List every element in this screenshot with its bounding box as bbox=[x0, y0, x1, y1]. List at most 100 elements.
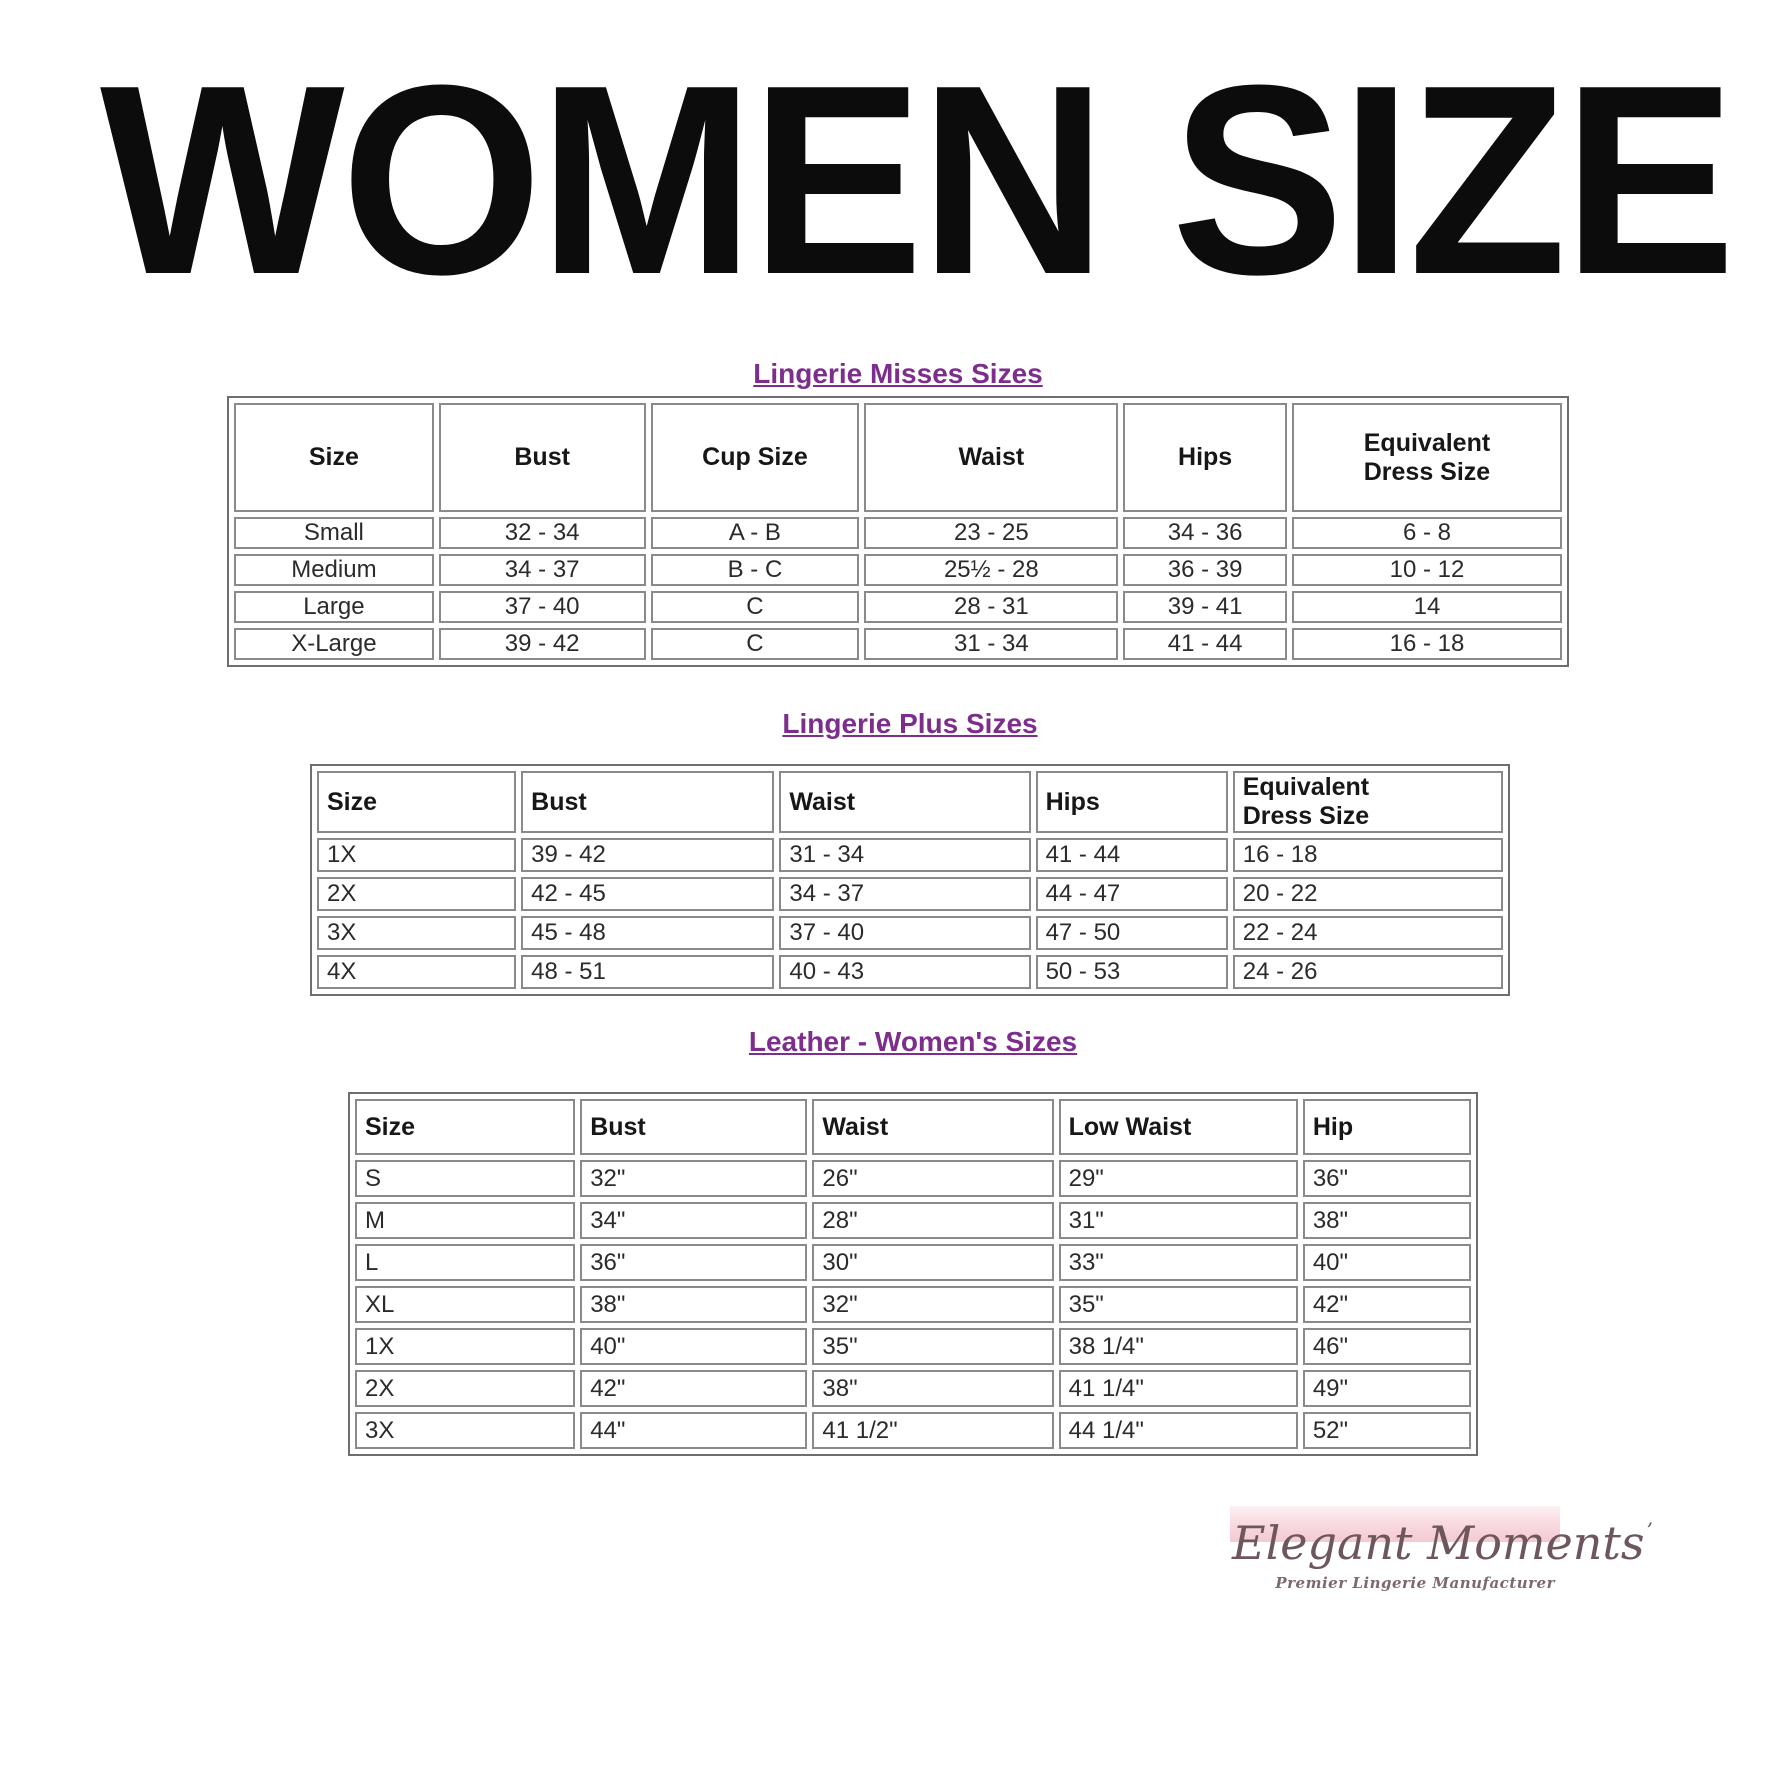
leather-womens-sizes-table: Size Bust Waist Low Waist Hip S 32" 26" 29" 36" M 3… bbox=[348, 1092, 1478, 1456]
column-header: Hips bbox=[1035, 771, 1228, 833]
table-cell: 41 - 44 bbox=[1123, 628, 1287, 660]
table-cell: Medium bbox=[234, 554, 434, 586]
table-cell: XL bbox=[355, 1286, 576, 1323]
logo-pink-banner bbox=[1230, 1506, 1560, 1542]
table-cell: 14 bbox=[1291, 591, 1562, 623]
table-cell: 36 - 39 bbox=[1123, 554, 1287, 586]
table-cell: 34 - 37 bbox=[438, 554, 646, 586]
table-cell: 39 - 41 bbox=[1123, 591, 1287, 623]
table-cell: 38" bbox=[812, 1370, 1054, 1407]
table-row: Small 32 - 34 A - B 23 - 25 34 - 36 6 - 8 bbox=[234, 517, 1562, 549]
column-header-label: Low Waist bbox=[1068, 1112, 1192, 1141]
column-header-label: Equivalent Dress Size bbox=[1363, 428, 1491, 486]
table-cell: 2X bbox=[355, 1370, 576, 1407]
table-cell: 25½ - 28 bbox=[864, 554, 1119, 586]
table-cell: 44" bbox=[580, 1412, 808, 1449]
table-cell: 3X bbox=[355, 1412, 576, 1449]
column-header-label: Bust bbox=[514, 443, 570, 471]
table-cell: 28" bbox=[812, 1202, 1054, 1239]
column-header: Equivalent Dress Size bbox=[1232, 771, 1503, 833]
table-cell: 32" bbox=[580, 1160, 808, 1197]
column-header: Waist bbox=[779, 771, 1031, 833]
table-cell: 38" bbox=[580, 1286, 808, 1323]
table-cell: 40" bbox=[580, 1328, 808, 1365]
table-cell: Large bbox=[234, 591, 434, 623]
table-cell: 16 - 18 bbox=[1291, 628, 1562, 660]
column-header-label: Cup Size bbox=[702, 443, 808, 471]
column-header-label: Bust bbox=[531, 787, 587, 816]
table-cell: 32 - 34 bbox=[438, 517, 646, 549]
table-cell: 30" bbox=[812, 1244, 1054, 1281]
page-title: WOMEN SIZE bbox=[100, 30, 1736, 331]
table-cell: 49" bbox=[1302, 1370, 1471, 1407]
table-cell: S bbox=[355, 1160, 576, 1197]
trademark-mark: ’ bbox=[1646, 1518, 1653, 1542]
table-cell: 26" bbox=[812, 1160, 1054, 1197]
table-cell: 48 - 51 bbox=[521, 955, 775, 989]
column-header: Cup Size bbox=[650, 403, 860, 512]
table-cell: 23 - 25 bbox=[864, 517, 1119, 549]
table-cell: 31 - 34 bbox=[864, 628, 1119, 660]
column-header: Size bbox=[355, 1099, 576, 1155]
lingerie-plus-sizes-table: Size Bust Waist Hips Equivalent Dress Size 1X… bbox=[310, 764, 1510, 996]
column-header-label: Equivalent Dress Size bbox=[1242, 773, 1370, 830]
table-cell: 42" bbox=[1302, 1286, 1471, 1323]
table-cell: 52" bbox=[1302, 1412, 1471, 1449]
column-header-label: Waist bbox=[789, 787, 856, 816]
lingerie-misses-sizes-table: Size Bust Cup Size Waist Hips Equivalent Dres… bbox=[227, 396, 1569, 667]
table-cell: 22 - 24 bbox=[1232, 916, 1503, 950]
section-heading-lingerie-plus: Lingerie Plus Sizes bbox=[782, 708, 1038, 739]
table-cell: 34 - 36 bbox=[1123, 517, 1287, 549]
column-header-label: Size bbox=[308, 443, 359, 471]
table-row: M 34" 28" 31" 38" bbox=[355, 1202, 1471, 1239]
table-cell: 31 - 34 bbox=[779, 838, 1031, 872]
table-cell: 20 - 22 bbox=[1232, 877, 1503, 911]
column-header: Bust bbox=[580, 1099, 808, 1155]
table-cell: A - B bbox=[650, 517, 860, 549]
table-cell: 40" bbox=[1302, 1244, 1471, 1281]
column-header-label: Hips bbox=[1178, 443, 1233, 471]
column-header-label: Waist bbox=[822, 1112, 889, 1141]
column-header: Hips bbox=[1123, 403, 1287, 512]
table-cell: 37 - 40 bbox=[779, 916, 1031, 950]
table-row: 3X 45 - 48 37 - 40 47 - 50 22 - 24 bbox=[317, 916, 1503, 950]
table-row: L 36" 30" 33" 40" bbox=[355, 1244, 1471, 1281]
table-cell: 42 - 45 bbox=[521, 877, 775, 911]
table-cell: 42" bbox=[580, 1370, 808, 1407]
table-cell: 45 - 48 bbox=[521, 916, 775, 950]
column-header: Waist bbox=[864, 403, 1119, 512]
table-cell: 46" bbox=[1302, 1328, 1471, 1365]
table-row: S 32" 26" 29" 36" bbox=[355, 1160, 1471, 1197]
table-cell: X-Large bbox=[234, 628, 434, 660]
column-header: Size bbox=[234, 403, 434, 512]
table-cell: 47 - 50 bbox=[1035, 916, 1228, 950]
table-cell: 29" bbox=[1058, 1160, 1298, 1197]
table-cell: 36" bbox=[1302, 1160, 1471, 1197]
column-header-label: Hip bbox=[1312, 1112, 1354, 1141]
table-cell: 31" bbox=[1058, 1202, 1298, 1239]
table-cell: 16 - 18 bbox=[1232, 838, 1503, 872]
table-cell: 33" bbox=[1058, 1244, 1298, 1281]
column-header-label: Size bbox=[327, 787, 378, 816]
table-cell: Small bbox=[234, 517, 434, 549]
table-cell: 3X bbox=[317, 916, 517, 950]
table-cell: C bbox=[650, 628, 860, 660]
section-heading-lingerie-misses: Lingerie Misses Sizes bbox=[753, 358, 1043, 389]
column-header: Size bbox=[317, 771, 517, 833]
column-header-label: Waist bbox=[958, 443, 1025, 471]
table-cell: 34 - 37 bbox=[779, 877, 1031, 911]
table-cell: 35" bbox=[1058, 1286, 1298, 1323]
table-row: Medium 34 - 37 B - C 25½ - 28 36 - 39 10 - 12 bbox=[234, 554, 1562, 586]
table-cell: M bbox=[355, 1202, 576, 1239]
column-header: Bust bbox=[438, 403, 646, 512]
table-cell: 4X bbox=[317, 955, 517, 989]
column-header: Bust bbox=[521, 771, 775, 833]
column-header-label: Size bbox=[365, 1112, 416, 1141]
table-row: 4X 48 - 51 40 - 43 50 - 53 24 - 26 bbox=[317, 955, 1503, 989]
table-cell: 24 - 26 bbox=[1232, 955, 1503, 989]
brand-logo: Elegant Moments’ Premier Lingerie Manufa… bbox=[1222, 1500, 1653, 1610]
table-cell: 41 1/2" bbox=[812, 1412, 1054, 1449]
table-row: 1X 40" 35" 38 1/4" 46" bbox=[355, 1328, 1471, 1365]
table-cell: 1X bbox=[355, 1328, 576, 1365]
